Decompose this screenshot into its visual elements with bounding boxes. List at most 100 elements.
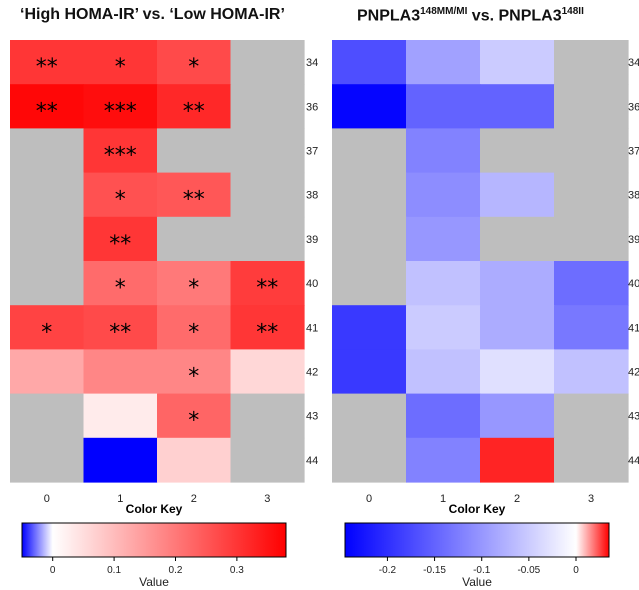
row-label: 34: [306, 57, 318, 69]
heatmap-cell: [554, 437, 629, 483]
heatmap-cell: [157, 393, 232, 439]
heatmap-cell: [157, 216, 232, 262]
heatmap-cell: [10, 216, 85, 262]
heatmap-cell: [332, 84, 407, 129]
heatmap-cell: [230, 172, 305, 218]
heatmap-right-title-sup-a: 148MM/MI: [420, 6, 468, 17]
significance-mark: **: [256, 320, 278, 345]
heatmap-right-title-mid: vs. PNPLA3: [467, 7, 562, 25]
column-label: 1: [440, 493, 446, 505]
heatmap-cell: [157, 349, 232, 395]
row-label: 42: [628, 367, 639, 379]
heatmap-cell: [554, 84, 629, 129]
significance-mark: **: [183, 188, 205, 213]
row-label: 44: [306, 455, 318, 467]
heatmap-cell: [230, 40, 305, 85]
row-label: 36: [628, 101, 639, 113]
heatmap-cell: [10, 172, 85, 218]
heatmap-cell: [406, 84, 481, 129]
heatmap-cell: [554, 305, 629, 350]
heatmap-cell: [157, 128, 232, 174]
row-label: 43: [306, 411, 318, 423]
color-key-tick-label: -0.05: [517, 565, 540, 576]
heatmap-cell: [157, 305, 232, 350]
heatmap-cell: [83, 305, 158, 350]
heatmap-cell: [480, 393, 555, 439]
color-key-tick-label: -0.2: [379, 565, 397, 576]
heatmap-cell: [406, 172, 481, 218]
heatmap-cell: [406, 393, 481, 439]
heatmap-cell: [83, 40, 158, 85]
row-label: 40: [628, 278, 639, 290]
row-label: 36: [306, 101, 318, 113]
significance-mark: **: [36, 99, 58, 124]
heatmap-cell: [157, 84, 232, 129]
heatmap-cell: [10, 437, 85, 483]
significance-mark: *: [188, 55, 199, 80]
color-key-tick-label: 0.1: [107, 565, 121, 576]
heatmap-cell: [83, 128, 158, 174]
heatmap-cell: [230, 216, 305, 262]
row-label: 43: [628, 411, 639, 423]
heatmap-cell: [332, 40, 407, 85]
column-label: 0: [366, 493, 372, 505]
heatmap-cell: [230, 437, 305, 483]
heatmap-cell: [157, 261, 232, 306]
heatmap-cell: [332, 128, 407, 174]
heatmap-cell: [406, 40, 481, 85]
significance-mark: *: [41, 320, 52, 345]
column-label: 3: [264, 493, 270, 505]
heatmap-left-title: ‘High HOMA-IR’ vs. ‘Low HOMA-IR’: [20, 6, 285, 23]
heatmap-cell: [332, 216, 407, 262]
heatmap-cell: [406, 261, 481, 306]
heatmap-cell: [480, 349, 555, 395]
heatmap-cell: [83, 437, 158, 483]
row-label: 40: [306, 278, 318, 290]
row-label: 38: [628, 190, 639, 202]
heatmap-cell: [10, 349, 85, 395]
significance-mark: *: [115, 188, 126, 213]
row-label: 39: [306, 234, 318, 246]
heatmap-cell: [157, 40, 232, 85]
heatmap-cell: [480, 437, 555, 483]
heatmap-cell: [83, 172, 158, 218]
heatmap-cell: [554, 128, 629, 174]
heatmap-cell: [83, 349, 158, 395]
heatmap-cell: [406, 128, 481, 174]
row-label: 34: [628, 57, 639, 69]
row-label: 39: [628, 234, 639, 246]
color-key-tick-label: 0: [50, 565, 56, 576]
row-label: 37: [628, 146, 639, 158]
heatmap-cell: [230, 305, 305, 350]
significance-mark: **: [109, 320, 131, 345]
heatmap-cell: [230, 84, 305, 129]
heatmap-cell: [480, 84, 555, 129]
color-key-title: Color Key: [126, 502, 183, 516]
heatmap-cell: [10, 393, 85, 439]
column-label: 0: [44, 493, 50, 505]
heatmap-cell: [480, 305, 555, 350]
heatmap-cell: [480, 40, 555, 85]
significance-mark: *: [188, 320, 199, 345]
heatmap-cell: [406, 349, 481, 395]
column-label: 3: [588, 493, 594, 505]
heatmap-cell: [230, 261, 305, 306]
color-key-tick-label: -0.15: [423, 565, 446, 576]
significance-mark: **: [183, 99, 205, 124]
row-label: 41: [306, 322, 318, 334]
color-key-tick-label: 0.3: [230, 565, 244, 576]
color-key-tick-label: -0.1: [473, 565, 491, 576]
significance-mark: *: [188, 276, 199, 301]
heatmap-cell: [10, 84, 85, 129]
heatmap-cell: [83, 393, 158, 439]
heatmap-cell: [406, 305, 481, 350]
heatmap-cell: [10, 261, 85, 306]
heatmap-cell: [554, 393, 629, 439]
significance-mark: *: [188, 365, 199, 390]
row-label: 44: [628, 455, 639, 467]
heatmap-cell: [332, 437, 407, 483]
heatmap-cell: [230, 128, 305, 174]
color-key-tick-label: 0: [573, 565, 579, 576]
significance-mark: *: [115, 55, 126, 80]
heatmap-cell: [157, 437, 232, 483]
